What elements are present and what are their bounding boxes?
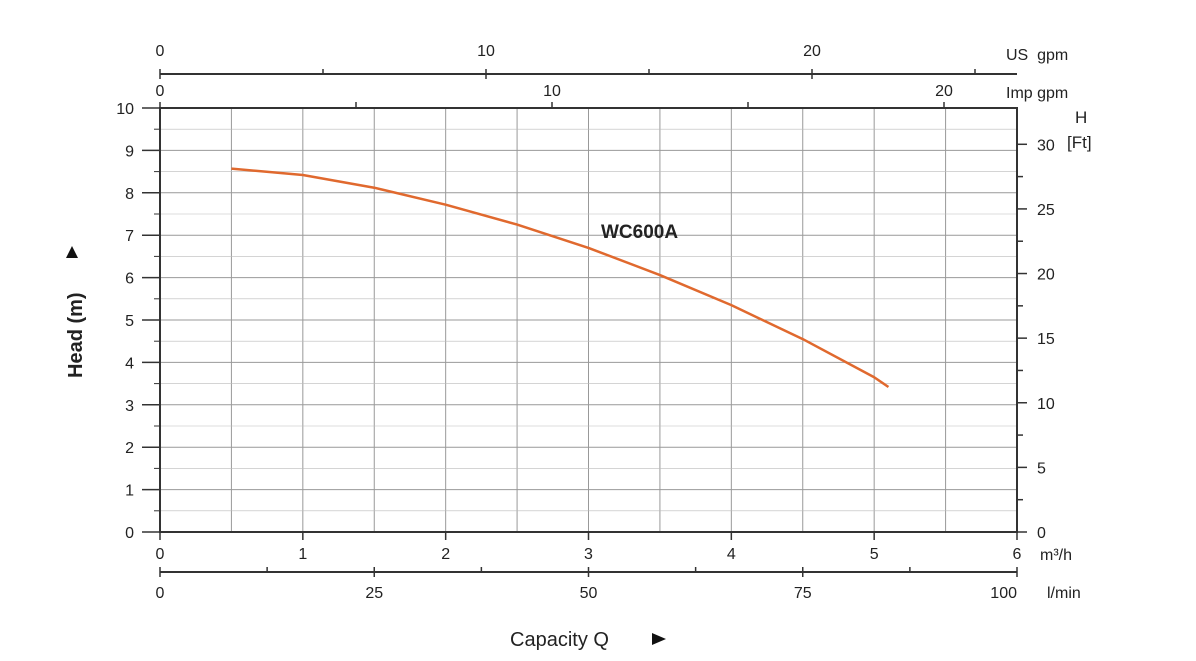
y-tick-label: 7 <box>125 228 134 245</box>
y-tick-label: 6 <box>125 271 134 288</box>
x-tick-label: 3 <box>584 546 593 563</box>
y-axis-arrow-icon <box>66 246 78 258</box>
series-label: WC600A <box>601 222 678 243</box>
y-tick-label: 10 <box>116 101 134 118</box>
y-tick-label: 2 <box>125 440 134 457</box>
y-tick-label: 4 <box>125 355 134 372</box>
x-tick-label: 0 <box>156 546 165 563</box>
imp-gpm-tick-label: 0 <box>156 83 165 100</box>
ft-tick-label: 5 <box>1037 460 1046 477</box>
x-tick-label: 1 <box>298 546 307 563</box>
us-gpm-tick-label: 20 <box>803 43 821 60</box>
lpm-label: l/min <box>1047 585 1081 602</box>
y-tick-label: 1 <box>125 483 134 500</box>
y-tick-label: 9 <box>125 143 134 160</box>
ft-tick-label: 10 <box>1037 396 1055 413</box>
imp-gpm-label: Imp gpm <box>1006 85 1068 102</box>
x-tick-label: 4 <box>727 546 736 563</box>
grid <box>159 107 1018 533</box>
lpm-tick-label: 75 <box>794 585 812 602</box>
x-axis-arrow-icon <box>652 633 666 645</box>
ft-tick-label: 25 <box>1037 202 1055 219</box>
ft-axis-label-h: H <box>1075 108 1087 127</box>
ft-tick-label: 20 <box>1037 267 1055 284</box>
imp-gpm-tick-label: 20 <box>935 83 953 100</box>
x-tick-label: 6 <box>1013 546 1022 563</box>
x-axis-title: Capacity Q <box>510 629 609 651</box>
series-line-wc600a <box>231 167 890 389</box>
ft-tick-label: 30 <box>1037 137 1055 154</box>
y-tick-label: 8 <box>125 186 134 203</box>
lpm-tick-label: 0 <box>156 585 165 602</box>
us-gpm-tick-label: 10 <box>477 43 495 60</box>
us-gpm-tick-label: 0 <box>156 43 165 60</box>
y-tick-label: 0 <box>125 525 134 542</box>
ft-tick-label: 15 <box>1037 331 1055 348</box>
y-axis-title: Head (m) <box>65 292 87 378</box>
x-tick-label: 2 <box>441 546 450 563</box>
x-tick-label: 5 <box>870 546 879 563</box>
lpm-tick-label: 100 <box>990 585 1017 602</box>
lpm-tick-label: 25 <box>365 585 383 602</box>
ft-axis-label-unit: [Ft] <box>1067 133 1092 152</box>
ft-tick-label: 0 <box>1037 525 1046 542</box>
lpm-tick-label: 50 <box>580 585 598 602</box>
y-tick-label: 3 <box>125 398 134 415</box>
imp-gpm-tick-label: 10 <box>543 83 561 100</box>
y-tick-label: 5 <box>125 313 134 330</box>
us-gpm-label: US gpm <box>1006 47 1068 64</box>
m3h-unit-label: m³/h <box>1040 547 1072 564</box>
